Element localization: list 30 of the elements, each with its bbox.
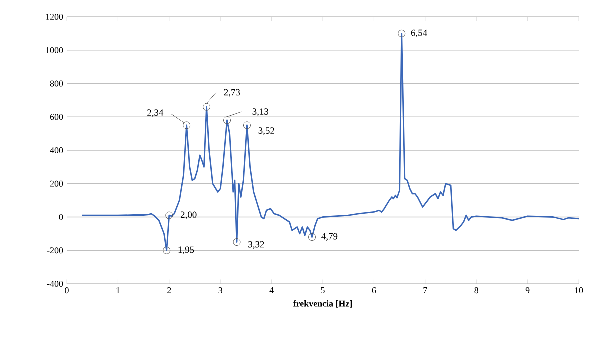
y-tick-label: 1200 (46, 14, 64, 20)
annotation: 3,32 (248, 241, 264, 250)
x-tick-label: 1 (116, 288, 120, 294)
y-tick-label: -400 (47, 280, 64, 288)
x-tick-label: 6 (372, 288, 376, 294)
y-tick-label: 800 (50, 80, 64, 87)
x-tick-label: 3 (218, 288, 222, 294)
annotation: 6,54 (411, 30, 428, 38)
x-tick-label: 10 (575, 288, 584, 294)
annotation: 3,52 (258, 128, 274, 136)
x-tick-label: 7 (424, 288, 428, 294)
y-tick-label: 1000 (46, 47, 64, 54)
x-tick-label: 8 (474, 288, 479, 294)
y-tick-label: 0 (59, 214, 64, 220)
annotation: 3,13 (252, 108, 269, 116)
x-tick-label: 9 (526, 288, 530, 294)
annotation: 4,79 (322, 233, 338, 242)
annotation: 2,73 (224, 89, 240, 98)
x-tick-label: 0 (65, 288, 69, 294)
y-tick-label: 400 (50, 147, 64, 154)
x-tick-label: 4 (270, 288, 274, 294)
annotation: 2,00 (180, 212, 197, 220)
x-tick-label: 5 (321, 288, 325, 294)
annotation: 1,95 (178, 246, 194, 254)
x-axis-title: frekvencia [Hz] (293, 300, 352, 308)
x-tick-label: 2 (168, 288, 172, 294)
y-tick-label: 200 (50, 180, 64, 187)
y-tick-label: 600 (50, 114, 64, 120)
annotation: 2,34 (148, 110, 164, 118)
y-tick-label: -200 (47, 248, 64, 254)
